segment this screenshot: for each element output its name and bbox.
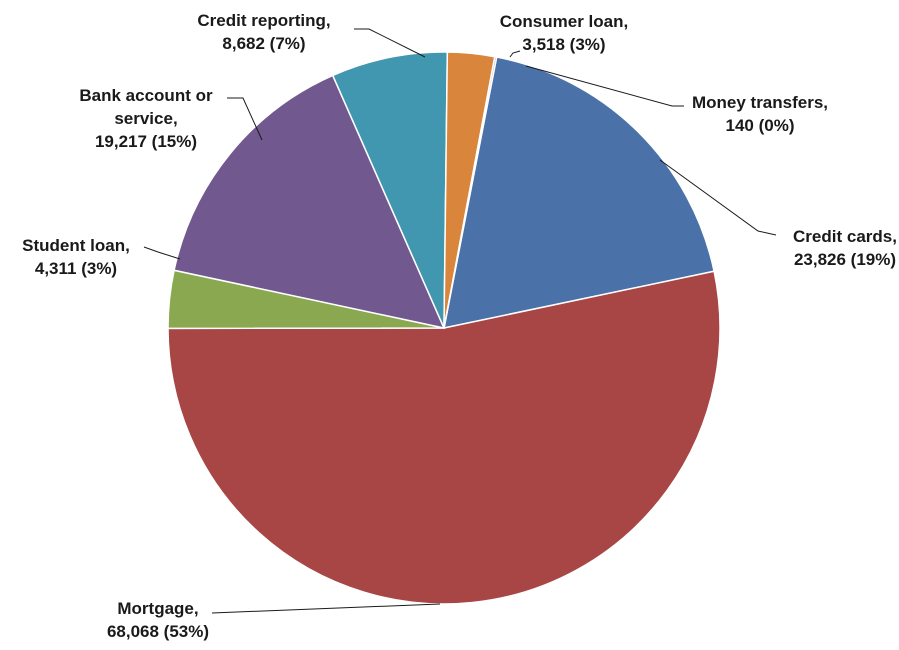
slice-label-line: 3,518 (3%): [522, 35, 605, 54]
slice-label-credit-cards: Credit cards, 23,826 (19%): [793, 227, 897, 269]
pie-slices: [167, 51, 721, 605]
leader-line-credit-cards: [659, 159, 777, 236]
leader-line-money-transfers: [525, 65, 684, 107]
leader-line-credit-reporting: [354, 28, 426, 58]
slice-label-money-transfers: Money transfers, 140 (0%): [692, 93, 828, 135]
slice-label-bank-account-or-service: Bank account or service, 19,217 (15%): [79, 86, 213, 151]
slice-label-line: Credit reporting,: [197, 11, 330, 30]
slice-label-line: Student loan,: [22, 236, 130, 255]
leader-line-consumer-loan: [509, 50, 521, 58]
leader-line-bank-account-or-service: [227, 97, 263, 141]
slice-label-line: Consumer loan,: [500, 12, 628, 31]
slice-label-line: 8,682 (7%): [222, 34, 305, 53]
slice-label-line: service,: [114, 109, 177, 128]
slice-label-line: 4,311 (3%): [35, 259, 117, 278]
leader-line-student-loan: [143, 246, 181, 260]
leader-lines: [143, 28, 777, 614]
slice-labels: Credit cards, 23,826 (19%) Mortgage, 68,068…: [22, 11, 897, 641]
slice-label-line: Bank account or: [79, 86, 213, 105]
slice-label-consumer-loan: Consumer loan, 3,518 (3%): [500, 12, 628, 54]
slice-label-line: 140 (0%): [726, 116, 795, 135]
slice-label-credit-reporting: Credit reporting, 8,682 (7%): [197, 11, 330, 53]
pie-slice-mortgage: [167, 270, 721, 605]
slice-label-line: 68,068 (53%): [107, 622, 209, 641]
slice-label-line: 23,826 (19%): [794, 250, 896, 269]
slice-label-mortgage: Mortgage, 68,068 (53%): [107, 599, 209, 641]
slice-label-student-loan: Student loan, 4,311 (3%): [22, 236, 130, 278]
slice-label-line: Money transfers,: [692, 93, 828, 112]
leader-line-mortgage: [211, 603, 441, 614]
pie-slice-bank-account-or-service: [173, 74, 446, 330]
pie-slice-credit-cards: [443, 56, 715, 329]
slice-label-line: 19,217 (15%): [95, 132, 197, 151]
slice-label-line: Mortgage,: [117, 599, 198, 618]
pie-slice-money-transfers: [443, 55, 498, 329]
pie-slice-credit-reporting: [331, 51, 449, 329]
slice-label-line: Credit cards,: [793, 227, 897, 246]
